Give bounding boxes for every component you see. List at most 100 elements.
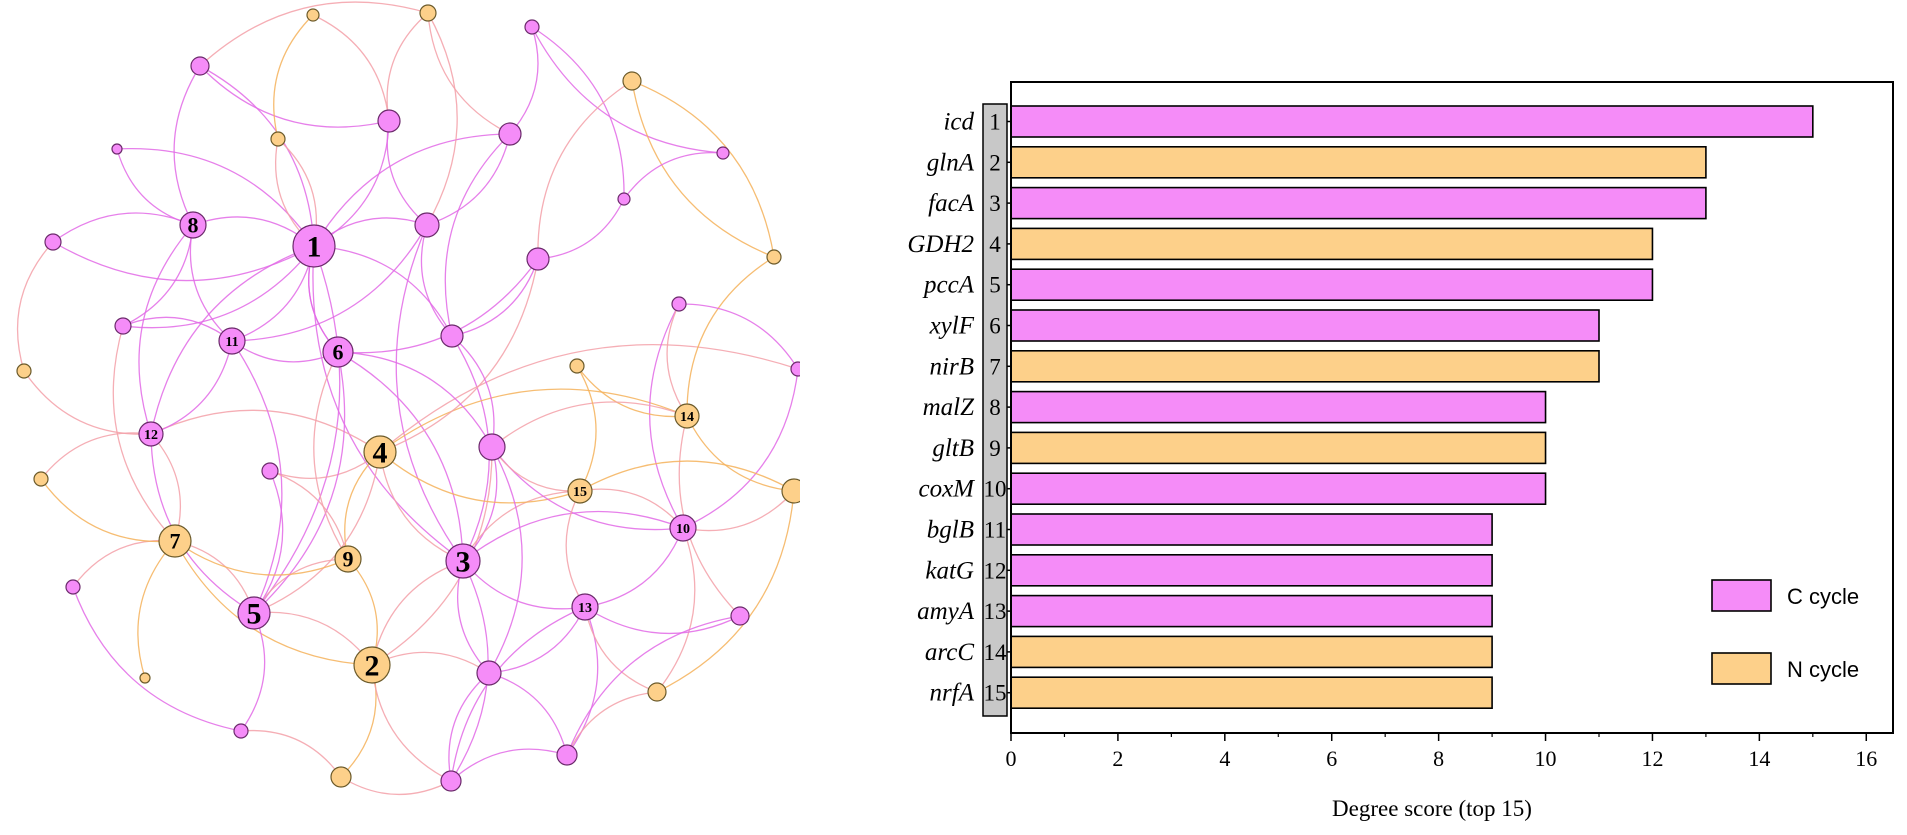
network-edge: [313, 245, 453, 337]
network-edge: [531, 26, 625, 200]
network-edge: [16, 241, 54, 372]
network-node-label: 5: [247, 598, 262, 631]
network-edge: [340, 776, 452, 796]
network-edge: [312, 245, 464, 562]
network-node: [33, 471, 49, 487]
bar-GDH2: [1010, 227, 1654, 261]
network-node: [237, 596, 271, 630]
network-node: [571, 593, 599, 621]
network-edge: [656, 527, 696, 693]
gene-label: coxM: [918, 476, 975, 503]
network-edge: [631, 80, 775, 258]
network-edge: [379, 451, 464, 562]
rank-label: 6: [989, 314, 1001, 339]
network-edge: [565, 490, 586, 608]
bar-gltB: [1010, 431, 1547, 465]
network-edge: [426, 12, 458, 226]
network-node: [766, 249, 782, 265]
network-edge: [40, 478, 176, 543]
x-tick-label: 2: [1112, 746, 1123, 771]
network-edge: [337, 351, 493, 448]
legend-swatch-N: [1711, 652, 1772, 685]
network-edge: [253, 470, 284, 614]
network-edge: [371, 560, 464, 666]
network-edge: [122, 316, 233, 342]
network-edge: [313, 133, 511, 247]
network-edge: [122, 224, 194, 327]
network-edge: [40, 432, 152, 480]
gene-label: katG: [925, 557, 974, 584]
x-tick-label: 14: [1748, 746, 1770, 771]
network-node: [617, 192, 631, 206]
network-edge: [253, 351, 346, 614]
network-edge: [682, 490, 795, 532]
network-edge: [448, 672, 490, 782]
network-node: [111, 143, 123, 155]
gene-label: glnA: [927, 149, 975, 176]
network-node: [158, 524, 192, 558]
x-tick-label: 6: [1326, 746, 1337, 771]
network-edge: [72, 539, 176, 588]
network-edge: [313, 351, 349, 560]
network-node: [419, 4, 437, 22]
bar-group: [1004, 105, 1814, 710]
bar-icd: [1010, 105, 1814, 138]
network-edge: [682, 368, 799, 529]
bar-malZ: [1010, 390, 1547, 424]
network-edge: [72, 586, 242, 732]
gene-label: malZ: [923, 394, 976, 421]
network-edge: [174, 540, 349, 576]
network-edge: [488, 606, 586, 674]
network-node: [270, 131, 286, 147]
network-node: [781, 478, 800, 504]
network-node: [567, 478, 593, 504]
network-node-label: 7: [170, 529, 181, 554]
network-edge: [337, 351, 464, 562]
network-node: [669, 514, 697, 542]
x-tick-label: 10: [1535, 746, 1557, 771]
network-edge: [584, 606, 658, 693]
network-node-label: 13: [578, 601, 592, 616]
network-edge: [112, 325, 176, 542]
rank-label: 7: [989, 354, 1001, 379]
gene-label: nirB: [930, 353, 974, 380]
network-node-label: 11: [225, 335, 238, 350]
x-tick-label: 8: [1433, 746, 1444, 771]
network-edge: [491, 401, 688, 448]
network-node-label: 4: [373, 437, 388, 470]
network-node: [334, 545, 362, 573]
network-edge: [379, 258, 539, 453]
network-edge: [666, 303, 688, 417]
network-node: [139, 672, 151, 684]
network-node-label: 14: [680, 410, 694, 425]
network-node: [261, 462, 279, 480]
network-node: [138, 421, 164, 447]
network-edge: [584, 527, 684, 608]
rank-label: 10: [984, 477, 1007, 502]
network-node: [671, 296, 687, 312]
gene-label: xylF: [929, 313, 975, 340]
network-edge: [444, 133, 511, 337]
network-edge: [199, 1, 429, 67]
rank-label: 14: [984, 640, 1008, 665]
network-node: [790, 361, 800, 377]
network-edge: [150, 433, 255, 614]
gene-label: amyA: [917, 598, 975, 625]
gene-label: pccA: [922, 272, 975, 299]
gene-label: arcC: [925, 639, 974, 666]
network-edge: [253, 611, 373, 666]
rank-label: 2: [989, 150, 1001, 175]
network-edge: [386, 120, 428, 226]
network-edge: [150, 340, 233, 435]
network-edge: [269, 470, 349, 560]
network-edge: [173, 65, 201, 226]
network-edge: [576, 365, 688, 418]
bar-bglB: [1010, 513, 1493, 546]
rank-label: 9: [989, 436, 1001, 461]
rank-label: 8: [989, 395, 1001, 420]
network-edge: [137, 540, 176, 679]
network-edge: [122, 245, 315, 329]
gene-label: facA: [928, 190, 975, 217]
network-edge: [531, 26, 724, 154]
